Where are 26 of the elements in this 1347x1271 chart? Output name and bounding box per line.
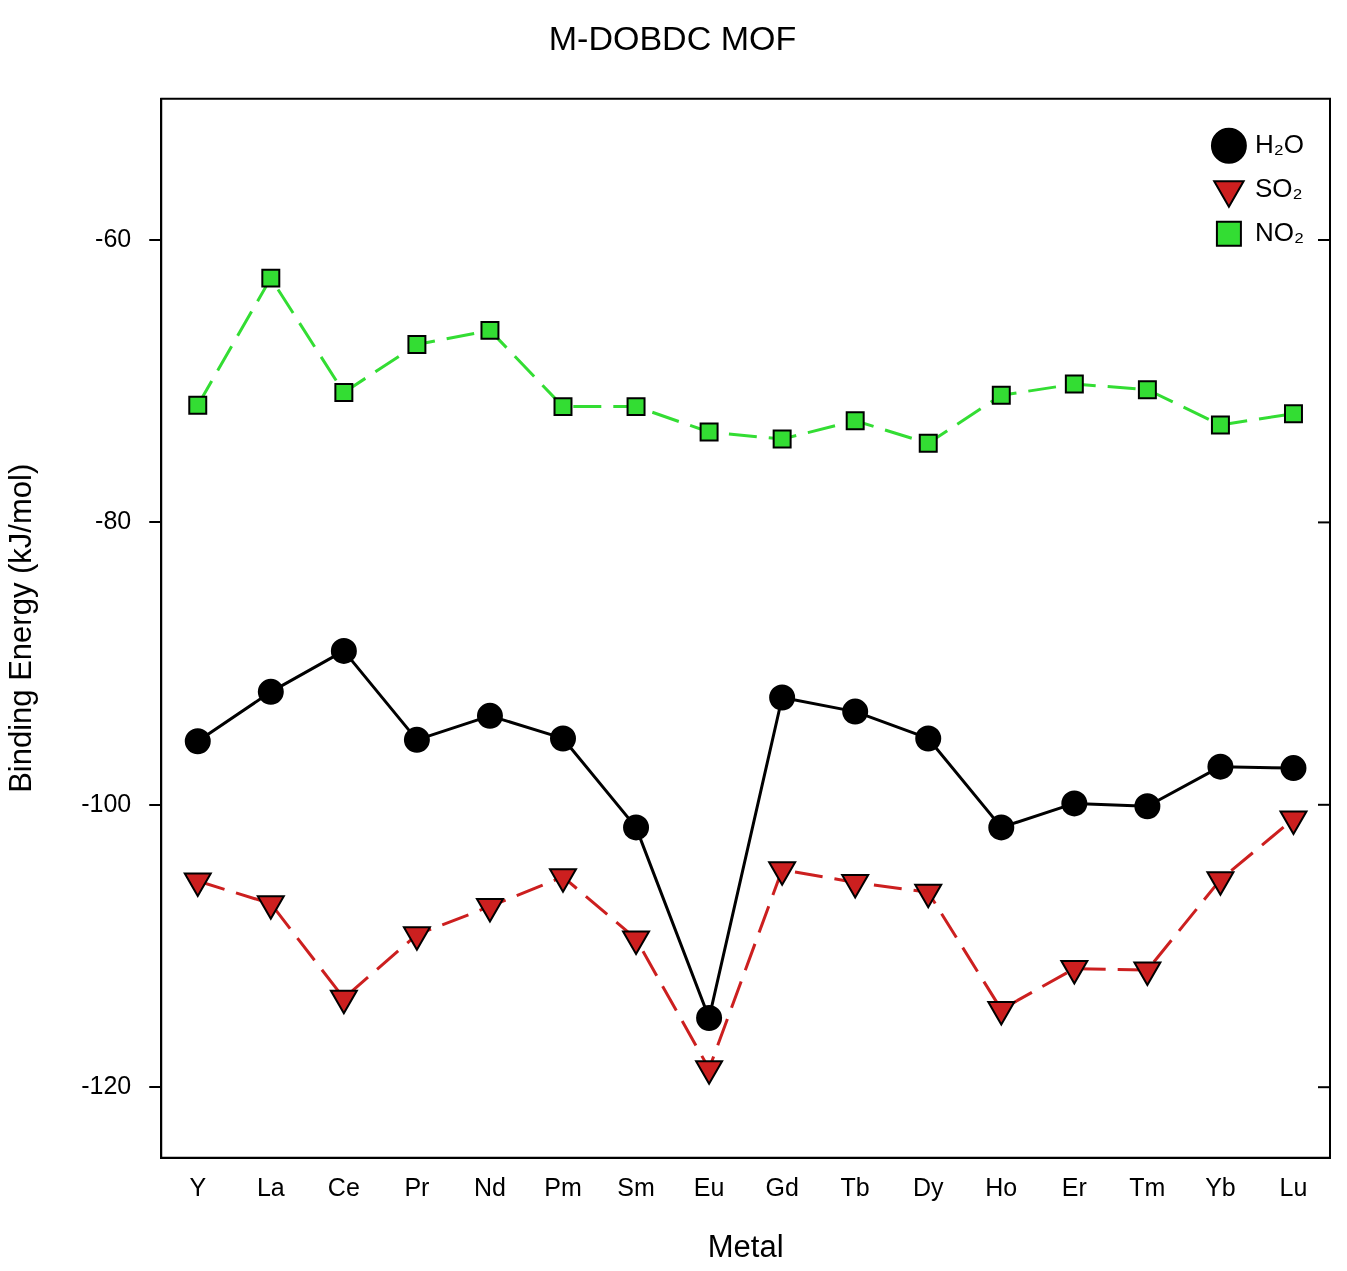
x-tick-label: Pr	[404, 1172, 430, 1201]
x-tick-label: Lu	[1279, 1172, 1308, 1201]
x-tick-label: Tm	[1129, 1172, 1166, 1201]
y-axis-title: Binding Energy (kJ/mol)	[3, 463, 39, 793]
x-tick-label: Sm	[617, 1172, 655, 1201]
y-tick-label: -60	[95, 223, 132, 252]
x-tick-label: Er	[1061, 1172, 1087, 1201]
x-tick-label: Eu	[693, 1172, 725, 1201]
legend-label: SO₂	[1254, 172, 1303, 203]
x-tick-label: Nd	[473, 1172, 506, 1201]
chart-title: M-DOBDC MOF	[548, 18, 797, 57]
x-tick-label: Pm	[544, 1172, 582, 1201]
x-tick-label: Dy	[912, 1172, 945, 1201]
x-tick-label: Ce	[327, 1172, 360, 1201]
y-tick-label: -120	[81, 1071, 132, 1100]
legend-label: NO₂	[1254, 216, 1304, 247]
x-tick-label: Tb	[840, 1172, 870, 1201]
x-tick-label: Y	[189, 1172, 207, 1201]
x-tick-label: Yb	[1205, 1172, 1236, 1201]
x-tick-label: Ho	[985, 1172, 1018, 1201]
x-tick-label: La	[256, 1172, 285, 1201]
x-axis-title: Metal	[707, 1228, 784, 1264]
x-tick-label: Gd	[765, 1172, 799, 1201]
legend-label: H₂O	[1254, 128, 1304, 159]
y-tick-label: -100	[81, 788, 132, 817]
y-tick-label: -80	[95, 506, 132, 535]
